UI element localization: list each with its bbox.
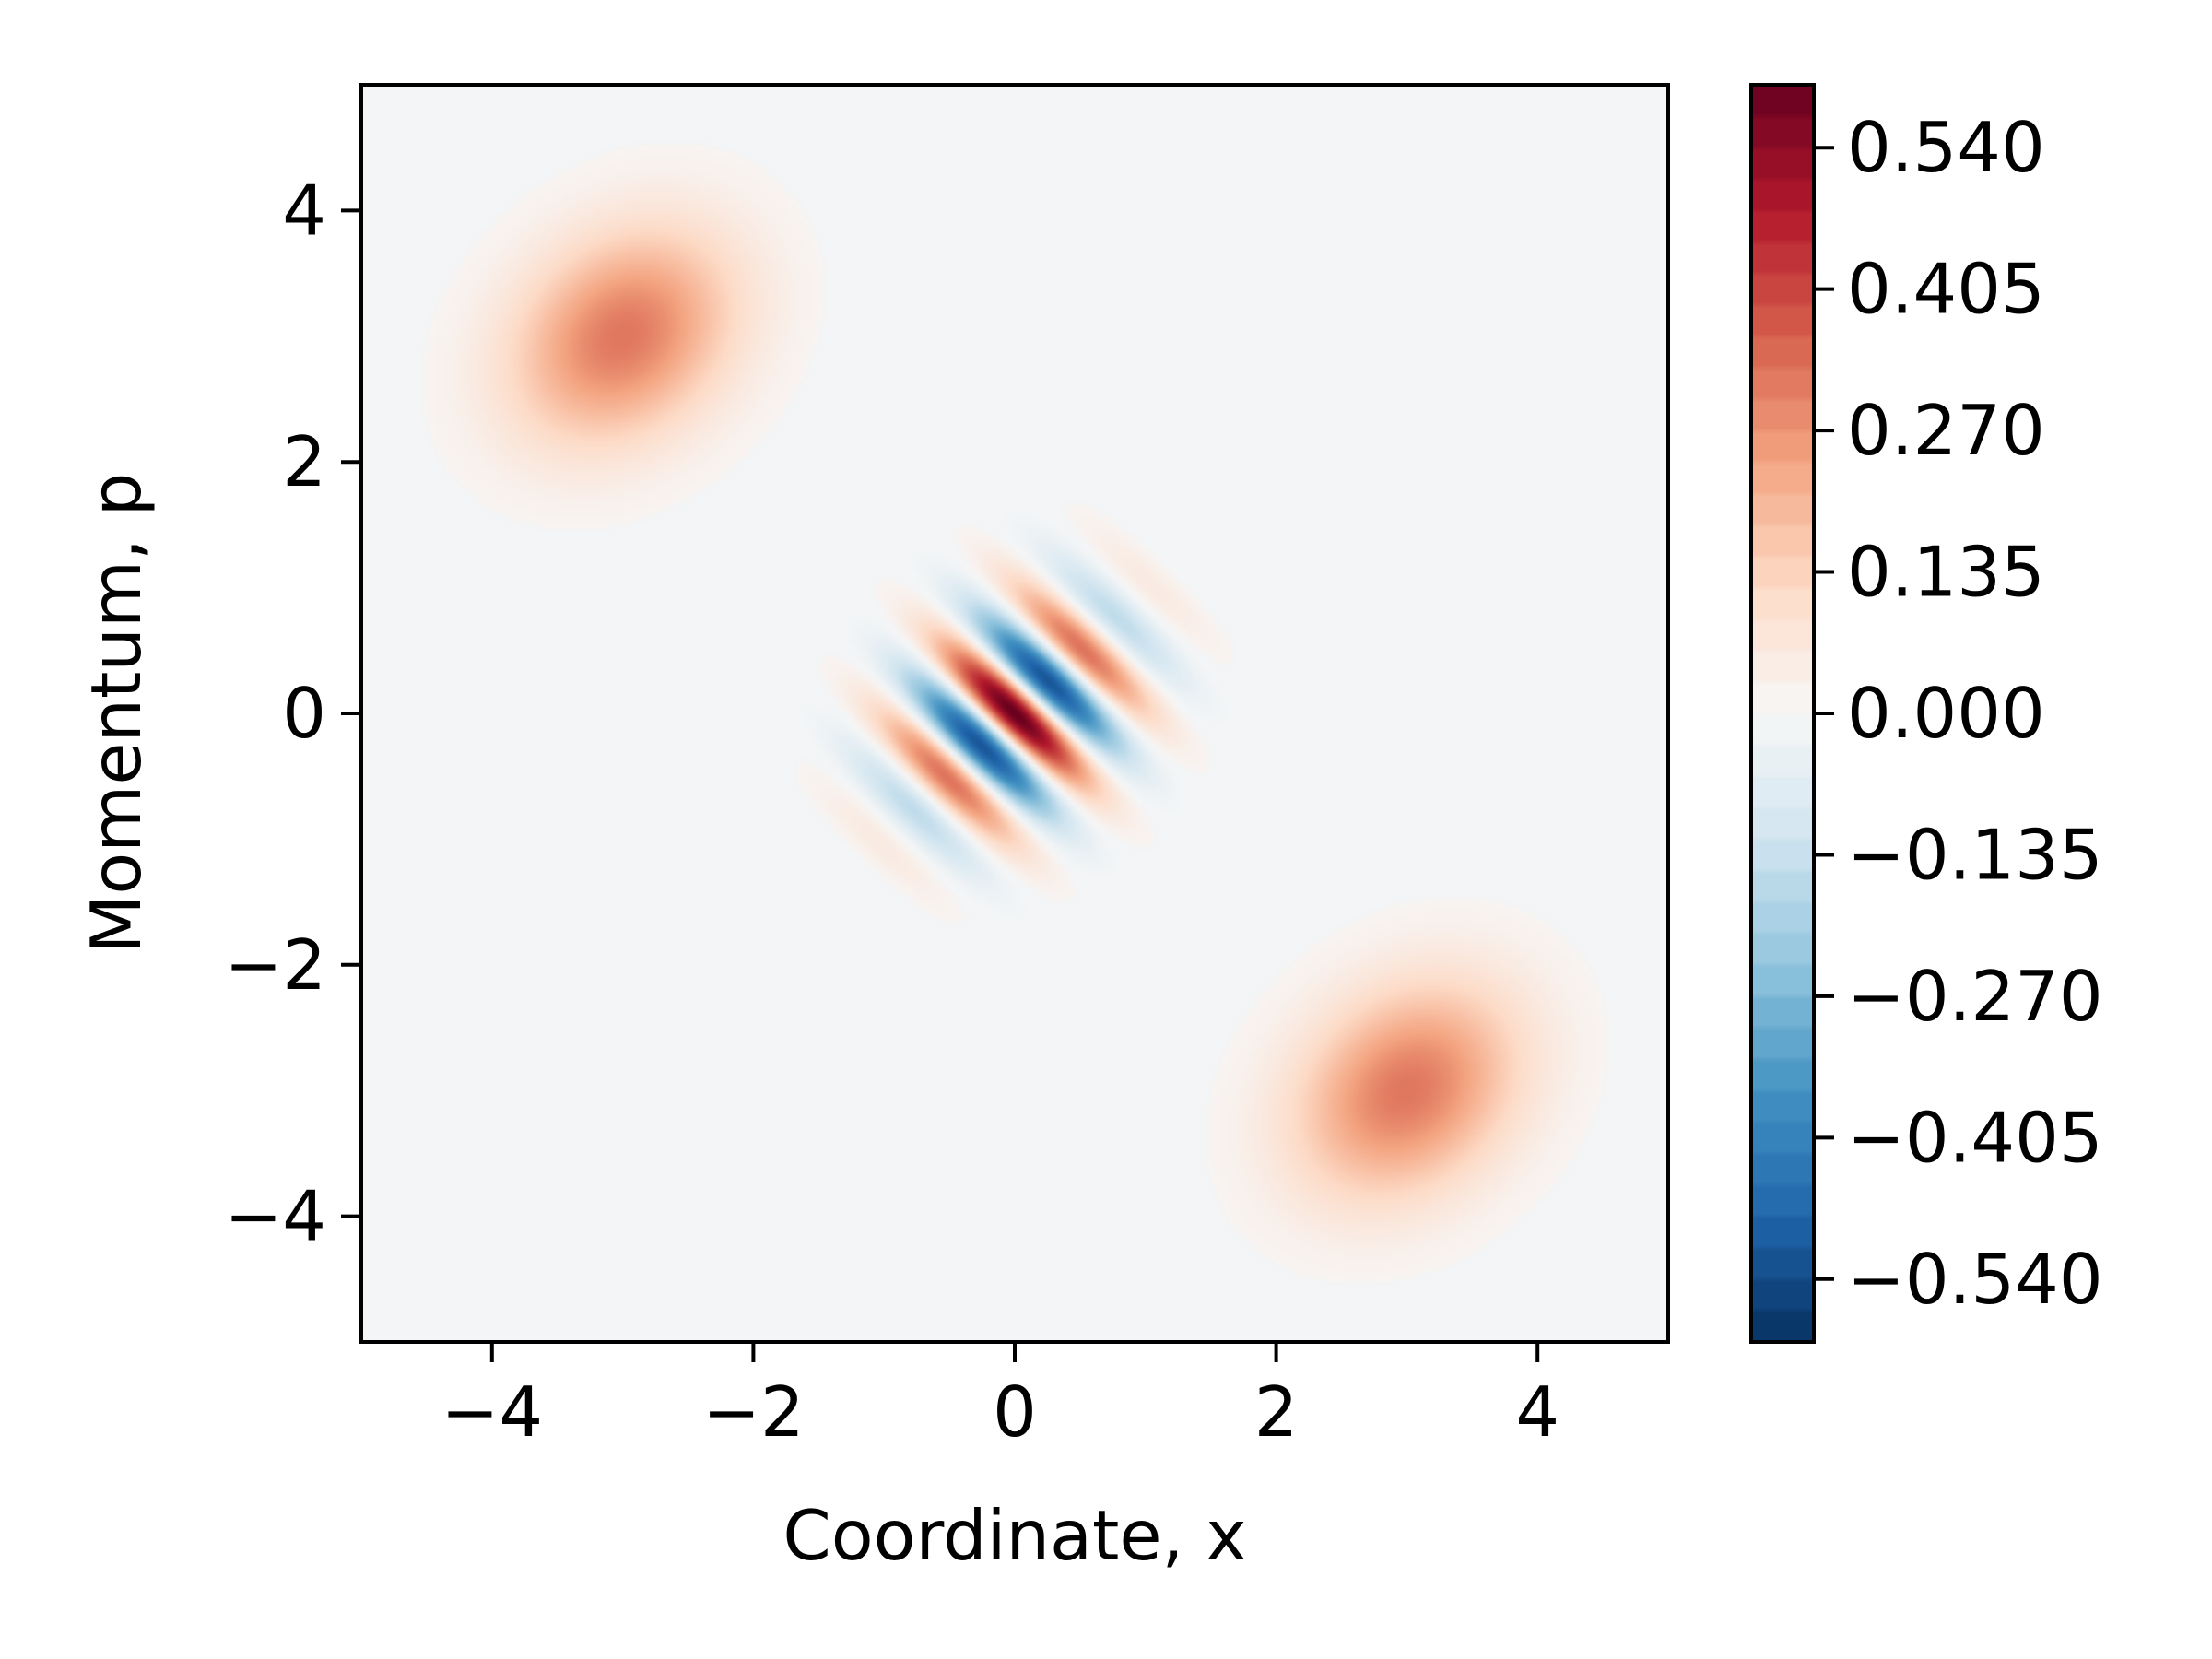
y-axis-ticks: −4 −2 0 2 4	[224, 170, 361, 1257]
y-tick-label: 0	[282, 673, 326, 754]
x-axis-ticks: −4 −2 0 2 4	[441, 1342, 1559, 1453]
y-tick-label: 4	[282, 170, 326, 251]
x-tick-label: −4	[441, 1371, 544, 1453]
colorbar-gradient	[1751, 85, 1814, 1342]
x-tick-label: 0	[993, 1371, 1037, 1453]
colorbar-tick-label: −0.270	[1847, 956, 2103, 1037]
heatmap-image	[361, 85, 1668, 1342]
colorbar-tick-label: −0.405	[1847, 1097, 2103, 1178]
colorbar-tick-label: −0.540	[1847, 1239, 2103, 1320]
x-axis-label: Coordinate, x	[782, 1495, 1246, 1576]
y-tick-label: 2	[282, 421, 326, 502]
colorbar-tick-label: 0.405	[1847, 249, 2045, 330]
x-tick-label: 4	[1515, 1371, 1559, 1453]
colorbar-tick-label: 0.270	[1847, 390, 2045, 471]
y-axis-label: Momentum, p	[76, 473, 157, 955]
colorbar-tick-label: −0.135	[1847, 814, 2103, 895]
colorbar-tick-label: 0.135	[1847, 532, 2045, 613]
x-tick-label: −2	[702, 1371, 805, 1453]
y-tick-label: −4	[224, 1176, 326, 1257]
x-tick-label: 2	[1254, 1371, 1299, 1453]
y-tick-label: −2	[224, 924, 326, 1006]
plot-area	[359, 83, 1670, 1344]
colorbar: 0.540 0.405 0.270 0.135 0.000 −0.135 −0.270 −0.…	[1749, 83, 2103, 1344]
colorbar-ticks: 0.540 0.405 0.270 0.135 0.000 −0.135 −0.270 −0.…	[1814, 107, 2103, 1320]
colorbar-tick-label: 0.000	[1847, 673, 2045, 754]
colorbar-tick-label: 0.540	[1847, 107, 2045, 188]
